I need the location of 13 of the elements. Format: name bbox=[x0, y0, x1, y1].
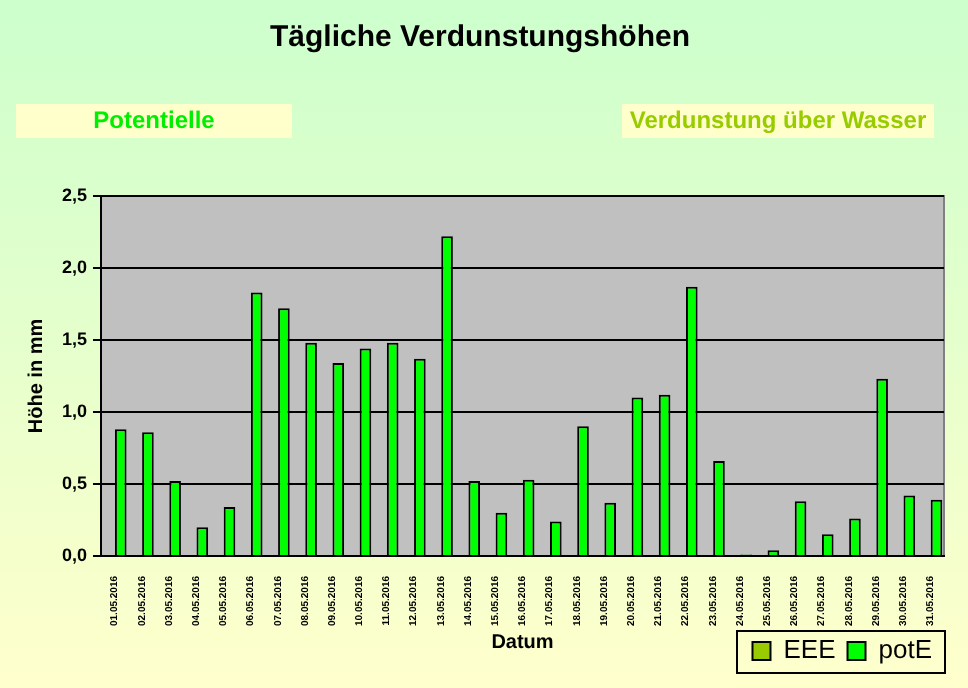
legend-label: EEE bbox=[783, 634, 837, 665]
x-axis-title: Datum bbox=[491, 631, 554, 654]
chart-title: Tägliche Verdunstungshöhen bbox=[269, 20, 691, 55]
y-axis-title: Höhe in mm bbox=[25, 318, 48, 434]
text: Verdunstung über Wasser bbox=[622, 104, 934, 138]
y-tick-label: 1,5 bbox=[61, 328, 88, 349]
y-tick-label: 1,0 bbox=[61, 400, 88, 421]
legend-label: potE bbox=[878, 634, 933, 665]
y-tick-label: 2,5 bbox=[61, 184, 88, 205]
text: Potentielle bbox=[16, 104, 292, 138]
y-tick-label: 0,0 bbox=[61, 544, 88, 565]
y-tick-label: 0,5 bbox=[61, 472, 88, 493]
y-tick-label: 2,0 bbox=[61, 256, 88, 277]
